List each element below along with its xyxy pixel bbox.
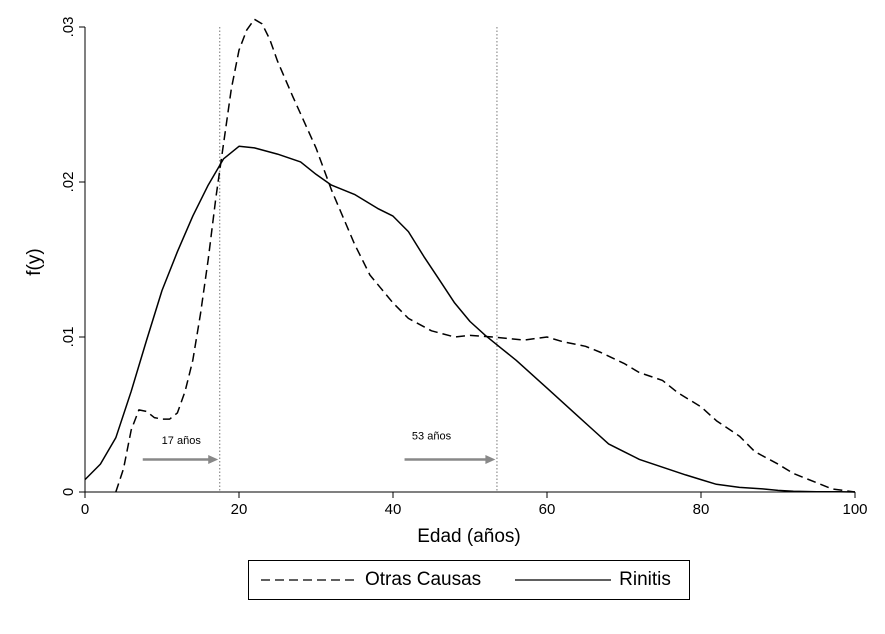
x-axis-title: Edad (años) [417,526,521,547]
x-tick-label-1: 20 [231,501,248,518]
x-tick-label-0: 0 [81,501,89,518]
plot-area: 0 20 40 60 80 100 0 .01 .02 .03 17 años 53 años [60,17,868,518]
annotation-label-1: 53 años [412,430,452,442]
x-tick-label-4: 80 [693,501,710,518]
x-tick-label-2: 40 [385,501,402,518]
y-tick-label-2: .02 [60,172,77,193]
series-line-otras-causas [115,18,856,493]
legend-item-otras-causas: Otras Causas [249,569,481,591]
legend-swatch-dashed [261,579,357,581]
x-tick-label-5: 100 [842,501,867,518]
legend-swatch-solid [515,579,612,581]
annotation-arrow-head-1 [485,454,496,464]
series-line-rinitis [84,145,856,493]
y-tick-label-1: .01 [60,327,77,348]
annotation-label-0: 17 años [162,435,202,447]
legend-label-otras-causas: Otras Causas [365,569,482,590]
y-tick-label-0: 0 [60,488,77,496]
legend-item-rinitis: Rinitis [503,569,671,591]
y-axis-title: f(y) [24,248,45,275]
annotation-arrow-head-0 [208,454,219,464]
legend: Otras Causas Rinitis [248,560,690,600]
y-tick-label-3: .03 [60,17,77,38]
legend-label-rinitis: Rinitis [619,569,671,590]
x-tick-label-3: 60 [539,501,556,518]
